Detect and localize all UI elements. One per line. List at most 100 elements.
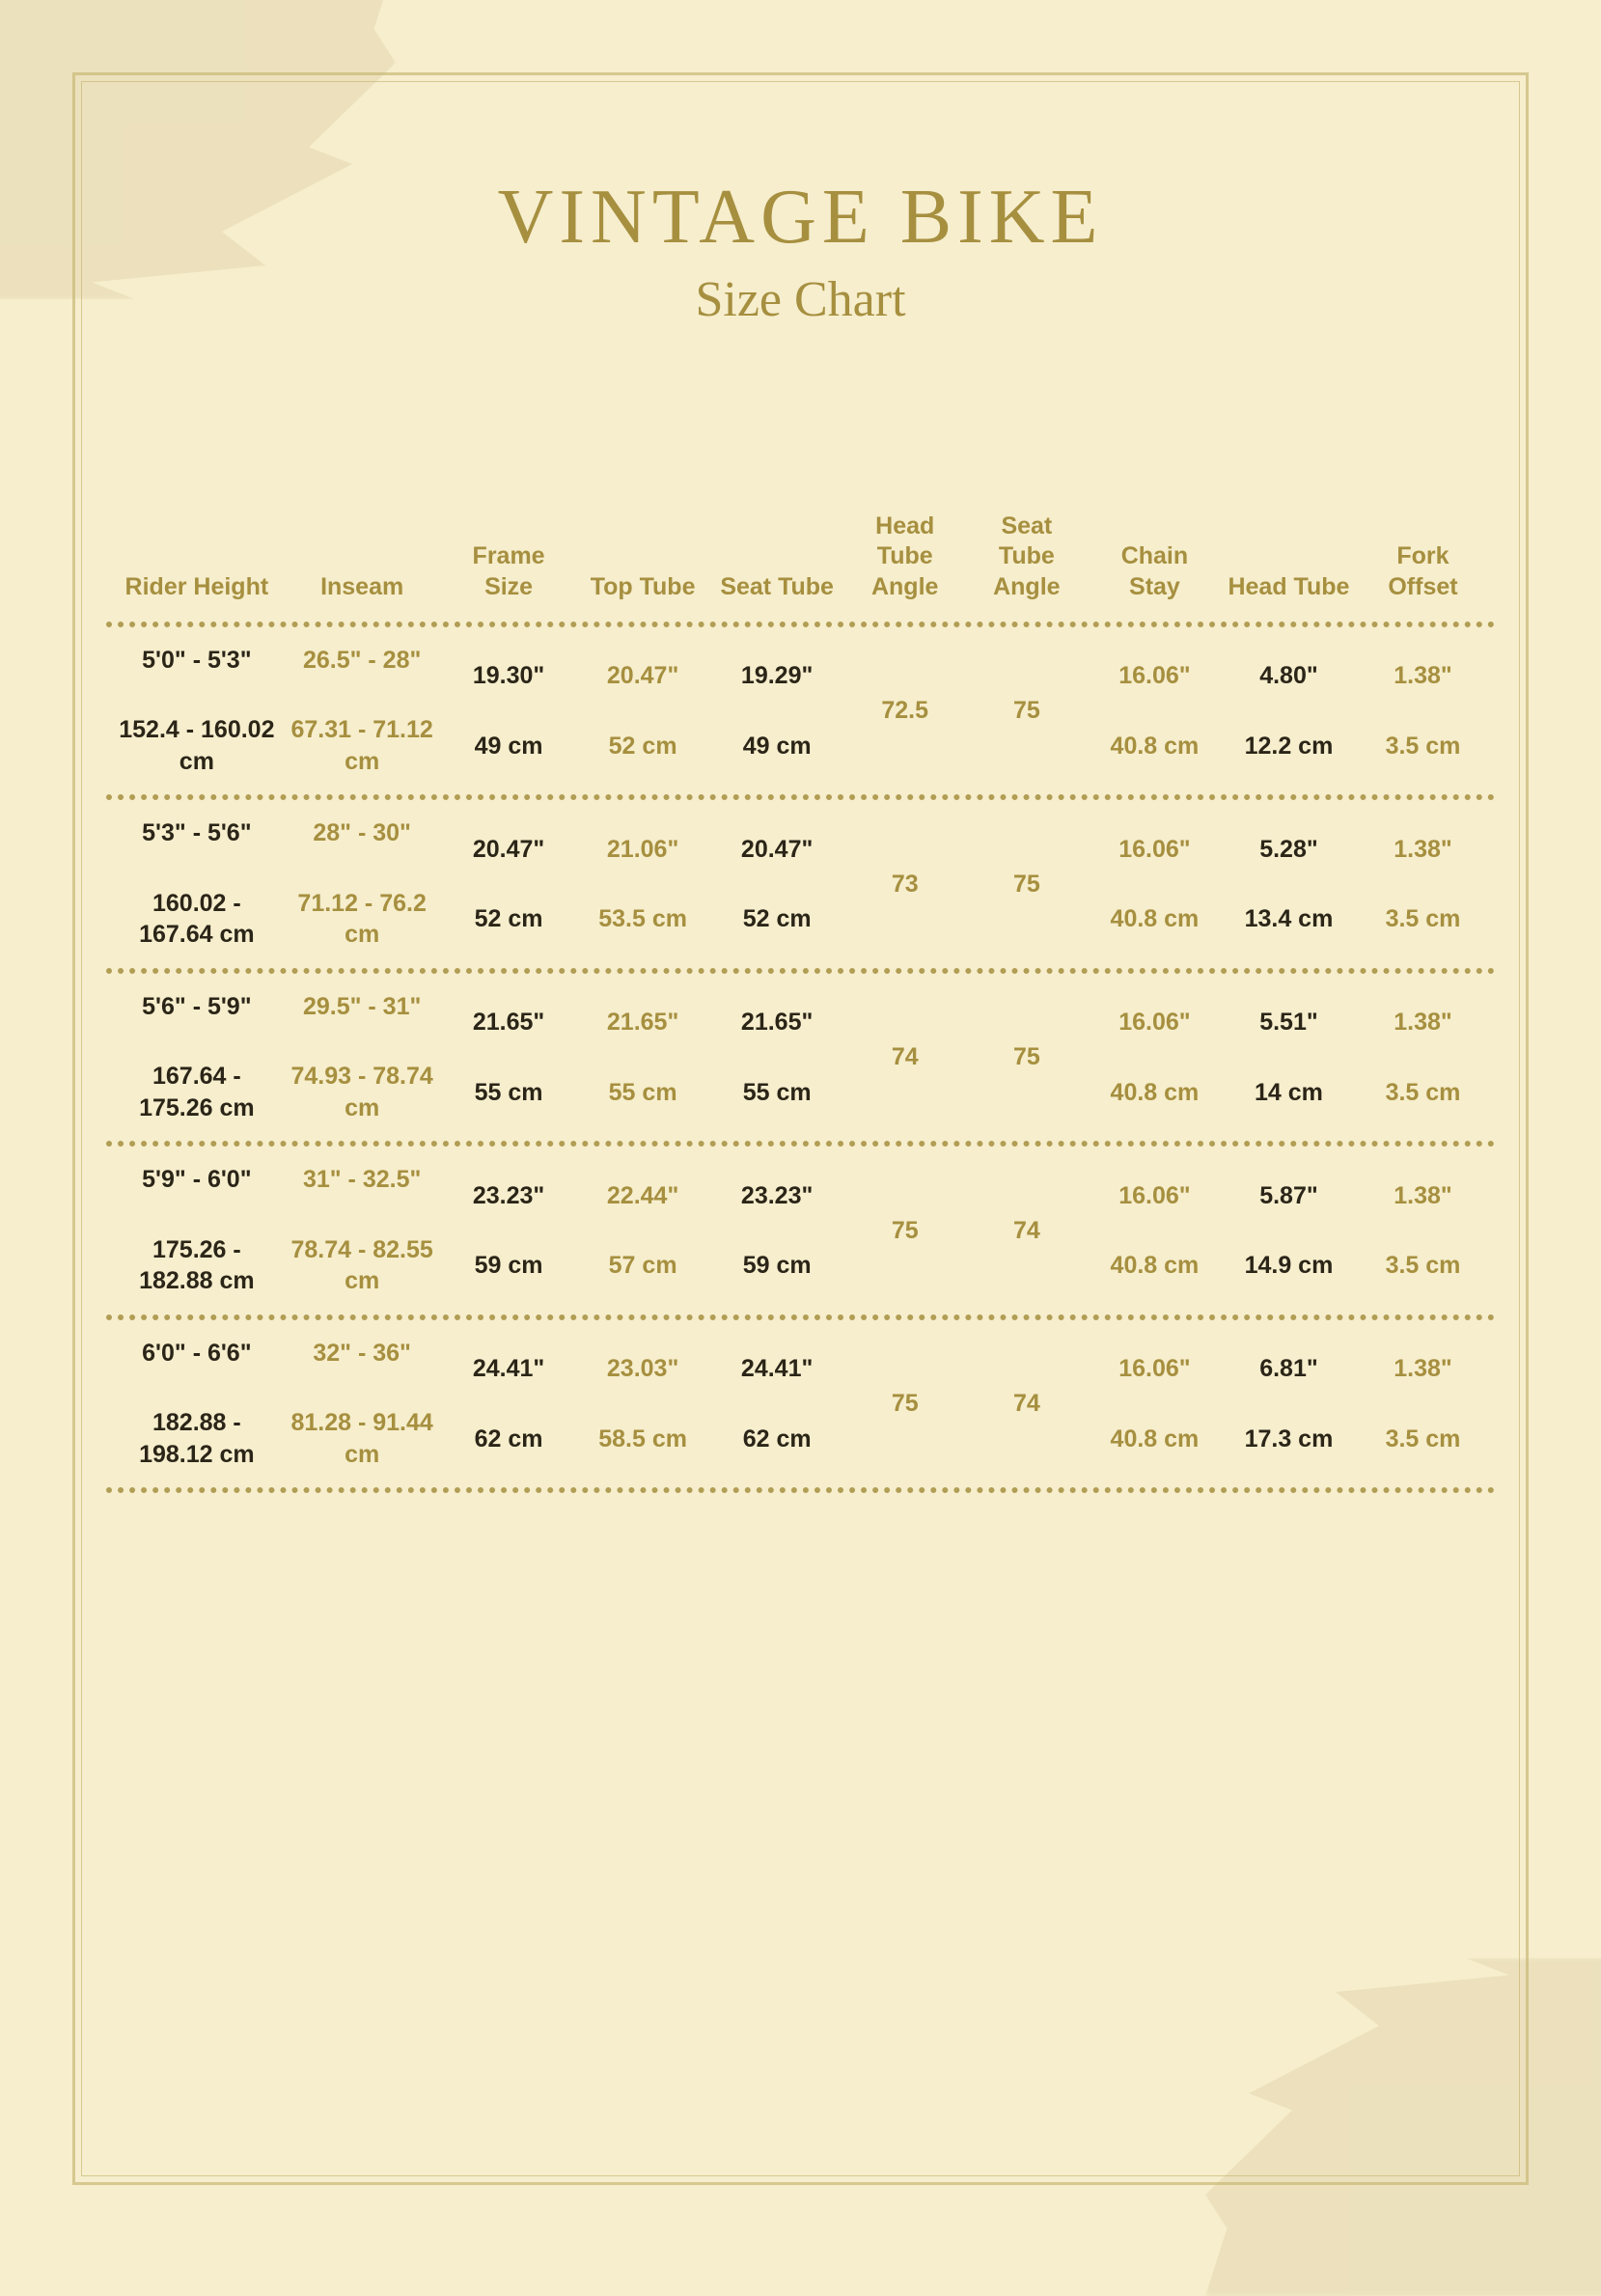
table-row: 5'6" - 5'9"167.64 - 175.26 cm29.5" - 31"… bbox=[97, 974, 1504, 1142]
col-header: Head Tube bbox=[1227, 572, 1351, 602]
metric-value: 71.12 - 76.2 cm bbox=[288, 888, 437, 951]
imperial-value: 21.65" bbox=[447, 1007, 571, 1038]
table-cell: 23.03" 58.5 cm bbox=[581, 1353, 705, 1454]
metric-value: 40.8 cm bbox=[1092, 1250, 1217, 1282]
imperial-value: 16.06" bbox=[1092, 1180, 1217, 1212]
metric-value: 175.26 - 182.88 cm bbox=[116, 1234, 278, 1297]
table-cell: 75 bbox=[849, 1215, 961, 1247]
metric-value: 55 cm bbox=[581, 1077, 705, 1109]
imperial-value: 4.80" bbox=[1227, 660, 1351, 692]
metric-value: 14 cm bbox=[1227, 1077, 1351, 1109]
metric-value: 49 cm bbox=[715, 731, 840, 762]
metric-value: 67.31 - 71.12 cm bbox=[288, 714, 437, 777]
table-cell: 74 bbox=[971, 1388, 1083, 1420]
metric-value: 55 cm bbox=[447, 1077, 571, 1109]
table-row: 5'0" - 5'3" 152.4 - 160.02 cm 26.5" - 28" 6… bbox=[97, 627, 1504, 795]
imperial-value: 5.51" bbox=[1227, 1007, 1351, 1038]
metric-value: 62 cm bbox=[447, 1424, 571, 1455]
page-title: VINTAGE BIKE bbox=[97, 174, 1504, 262]
table-cell: 5.87"14.9 cm bbox=[1227, 1180, 1351, 1282]
metric-value: 57 cm bbox=[581, 1250, 705, 1282]
metric-value: 52 cm bbox=[715, 903, 840, 935]
table-body: 5'0" - 5'3" 152.4 - 160.02 cm 26.5" - 28" 6… bbox=[97, 627, 1504, 1494]
imperial-value: 5'0" - 5'3" bbox=[116, 645, 278, 677]
imperial-value: 1.38" bbox=[1361, 660, 1485, 692]
table-cell: 1.38"3.5 cm bbox=[1361, 1353, 1485, 1454]
metric-value: 167.64 - 175.26 cm bbox=[116, 1061, 278, 1123]
dotted-divider bbox=[106, 622, 1495, 627]
metric-value: 53.5 cm bbox=[581, 903, 705, 935]
col-header: Rider Height bbox=[116, 572, 278, 602]
table-cell: 16.06"40.8 cm bbox=[1092, 660, 1217, 761]
imperial-value: 29.5" - 31" bbox=[288, 991, 437, 1023]
table-cell: 75 bbox=[971, 695, 1083, 727]
metric-value: 182.88 - 198.12 cm bbox=[116, 1407, 278, 1470]
imperial-value: 20.47" bbox=[581, 660, 705, 692]
table-cell: 6'0" - 6'6" 182.88 - 198.12 cm bbox=[116, 1338, 278, 1471]
table-cell: 75 bbox=[849, 1388, 961, 1420]
table-header-row: Rider Height Inseam Frame Size Top Tube … bbox=[97, 512, 1504, 622]
metric-value: 58.5 cm bbox=[581, 1424, 705, 1455]
imperial-value: 6'0" - 6'6" bbox=[116, 1338, 278, 1369]
table-cell: 16.06"40.8 cm bbox=[1092, 1007, 1217, 1108]
metric-value: 59 cm bbox=[715, 1250, 840, 1282]
metric-value: 59 cm bbox=[447, 1250, 571, 1282]
imperial-value: 23.03" bbox=[581, 1353, 705, 1385]
col-header: Frame Size bbox=[447, 541, 571, 602]
table-cell: 6.81" 17.3 cm bbox=[1227, 1353, 1351, 1454]
table-cell: 5.51" 14 cm bbox=[1227, 1007, 1351, 1108]
metric-value: 12.2 cm bbox=[1227, 731, 1351, 762]
imperial-value: 26.5" - 28" bbox=[288, 645, 437, 677]
table-cell: 5.28"13.4 cm bbox=[1227, 834, 1351, 935]
metric-value: 152.4 - 160.02 cm bbox=[116, 714, 278, 777]
imperial-value: 19.29" bbox=[715, 660, 840, 692]
metric-value: 40.8 cm bbox=[1092, 1424, 1217, 1455]
table-cell: 5'3" - 5'6"160.02 - 167.64 cm bbox=[116, 817, 278, 951]
imperial-value: 19.30" bbox=[447, 660, 571, 692]
table-cell: 16.06" 40.8 cm bbox=[1092, 1180, 1217, 1282]
table-cell: 1.38"3.5 cm bbox=[1361, 660, 1485, 761]
table-cell: 21.06" 53.5 cm bbox=[581, 834, 705, 935]
table-cell: 21.65"55 cm bbox=[715, 1007, 840, 1108]
table-cell: 5'9" - 6'0" 175.26 - 182.88 cm bbox=[116, 1164, 278, 1297]
metric-value: 52 cm bbox=[447, 903, 571, 935]
metric-value: 160.02 - 167.64 cm bbox=[116, 888, 278, 951]
metric-value: 40.8 cm bbox=[1092, 731, 1217, 762]
metric-value: 40.8 cm bbox=[1092, 1077, 1217, 1109]
imperial-value: 16.06" bbox=[1092, 1353, 1217, 1385]
page-subtitle: Size Chart bbox=[97, 271, 1504, 328]
table-cell: 1.38"3.5 cm bbox=[1361, 1180, 1485, 1282]
table-cell: 21.65" 55 cm bbox=[581, 1007, 705, 1108]
metric-value: 3.5 cm bbox=[1361, 1077, 1485, 1109]
imperial-value: 28" - 30" bbox=[288, 817, 437, 849]
imperial-value: 32" - 36" bbox=[288, 1338, 437, 1369]
metric-value: 81.28 - 91.44 cm bbox=[288, 1407, 437, 1470]
table-cell: 16.06" 40.8 cm bbox=[1092, 834, 1217, 935]
metric-value: 52 cm bbox=[581, 731, 705, 762]
dotted-divider bbox=[106, 1487, 1495, 1493]
imperial-value: 24.41" bbox=[447, 1353, 571, 1385]
col-header: Head Tube Angle bbox=[849, 512, 961, 602]
imperial-value: 5'9" - 6'0" bbox=[116, 1164, 278, 1196]
metric-value: 17.3 cm bbox=[1227, 1424, 1351, 1455]
table-cell: 24.41" 62 cm bbox=[447, 1353, 571, 1454]
size-chart-table: Rider Height Inseam Frame Size Top Tube … bbox=[97, 512, 1504, 1493]
table-cell: 74 bbox=[971, 1215, 1083, 1247]
content: VINTAGE BIKE Size Chart Rider Height Ins… bbox=[0, 0, 1601, 1493]
table-cell: 31" - 32.5"78.74 - 82.55 cm bbox=[288, 1164, 437, 1297]
imperial-value: 16.06" bbox=[1092, 834, 1217, 866]
imperial-value: 21.65" bbox=[581, 1007, 705, 1038]
table-cell: 32" - 36" 81.28 - 91.44 cm bbox=[288, 1338, 437, 1471]
table-cell: 75 bbox=[971, 869, 1083, 900]
imperial-value: 31" - 32.5" bbox=[288, 1164, 437, 1196]
table-cell: 26.5" - 28" 67.31 - 71.12 cm bbox=[288, 645, 437, 778]
dotted-divider bbox=[106, 1141, 1495, 1147]
imperial-value: 1.38" bbox=[1361, 834, 1485, 866]
table-cell: 16.06" 40.8 cm bbox=[1092, 1353, 1217, 1454]
metric-value: 40.8 cm bbox=[1092, 903, 1217, 935]
table-cell: 1.38"3.5 cm bbox=[1361, 1007, 1485, 1108]
imperial-value: 6.81" bbox=[1227, 1353, 1351, 1385]
imperial-value: 1.38" bbox=[1361, 1353, 1485, 1385]
dotted-divider bbox=[106, 968, 1495, 974]
imperial-value: 21.06" bbox=[581, 834, 705, 866]
